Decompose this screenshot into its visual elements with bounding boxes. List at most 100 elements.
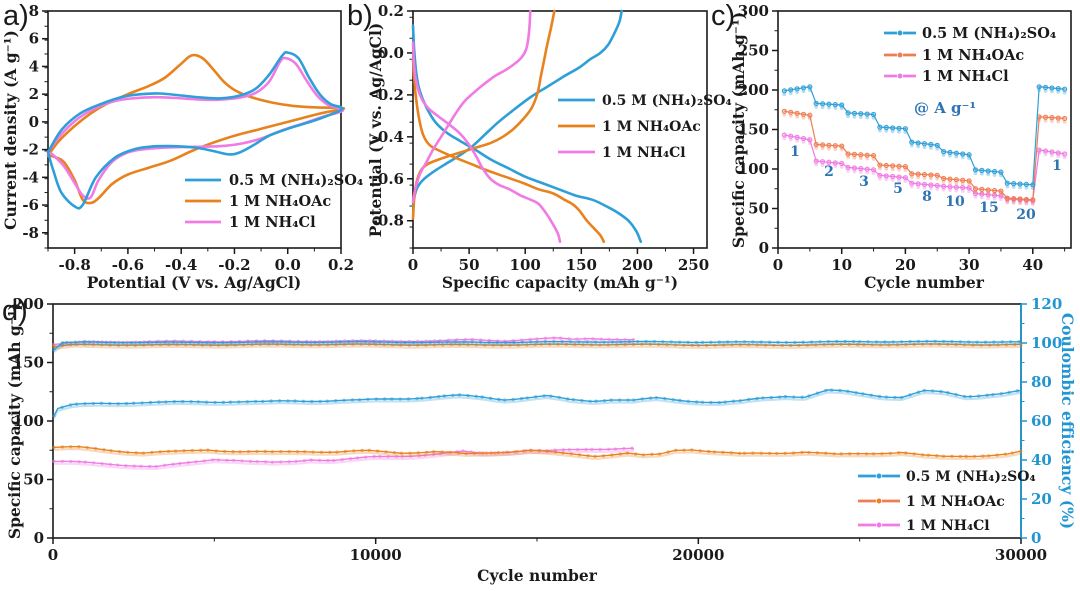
acetate-capacity-marker [399, 451, 404, 455]
sulfate-ce-marker [967, 340, 971, 344]
legend-label-acetate: 1 M NH₄OAc [602, 119, 701, 135]
acetate-capacity-marker [440, 450, 444, 454]
chloride-rate-shadow-marker [865, 170, 870, 175]
sulfate-capacity-marker [436, 394, 441, 399]
acetate-ce-marker [887, 343, 891, 347]
chloride-capacity-marker [613, 447, 618, 451]
chloride-rate-shadow-marker [1011, 200, 1016, 205]
acetate-ce-marker [878, 343, 883, 347]
sulfate-rate-shadow-marker [890, 129, 895, 134]
sulfate-rate-shadow-marker [1056, 90, 1061, 94]
y-tick-label: -0.2 [372, 86, 404, 104]
sulfate-capacity-marker [172, 399, 177, 404]
chloride-rate-shadow-marker [967, 189, 971, 194]
sulfate-rate-marker [883, 124, 889, 131]
sulfate-capacity-marker [671, 397, 675, 402]
x-tick-label: 150 [566, 256, 597, 274]
sulfate-rate-marker [864, 111, 870, 117]
acetate-capacity-marker [457, 451, 461, 455]
sulfate-ce-marker [857, 339, 862, 344]
chloride-rate-shadow-marker [890, 178, 895, 182]
chloride-capacity-marker [231, 458, 236, 463]
chloride-rate-shadow-marker [909, 184, 914, 189]
chloride-rate-shadow-marker [858, 170, 863, 174]
sulfate-capacity-marker [829, 388, 834, 392]
acetate-capacity-marker [1010, 451, 1014, 455]
legend-marker-sulfate [896, 29, 904, 37]
sulfate-capacity-marker [91, 401, 96, 406]
acetate-capacity-marker [102, 448, 106, 452]
chloride-capacity-marker [622, 446, 626, 451]
acetate-rate-marker [928, 172, 934, 178]
acetate-capacity-marker [214, 449, 218, 453]
acetate-ce-marker [351, 342, 355, 346]
chloride-rate-shadow-marker [948, 188, 952, 193]
chloride-rate-marker [794, 134, 800, 140]
sulfate-capacity-marker [908, 393, 912, 397]
acetate-ce-marker [309, 343, 313, 347]
sulfate-capacity-marker [884, 395, 889, 399]
sulfate-rate-shadow-marker [973, 171, 978, 176]
acetate-capacity-marker [601, 454, 606, 458]
sulfate-ce-marker [1000, 340, 1004, 344]
sulfate-capacity-marker [717, 400, 722, 405]
chloride-rate-shadow-marker [928, 186, 933, 191]
acetate-capacity-marker [424, 450, 429, 454]
chloride-capacity-marker [417, 454, 421, 458]
acetate-capacity-marker [335, 450, 339, 454]
chloride-rate-marker [877, 172, 883, 178]
chloride-capacity-marker [431, 452, 436, 457]
sulfate-capacity-marker [213, 400, 217, 405]
sulfate-capacity-marker [519, 396, 524, 401]
chloride-rate-marker [928, 182, 934, 188]
chloride-capacity-marker [340, 457, 344, 462]
acetate-ce-marker [474, 343, 479, 347]
acetate-ce-marker [317, 343, 321, 347]
chloride-capacity-marker [423, 453, 427, 458]
chloride-rate-shadow-marker [916, 185, 921, 190]
sulfate-ce-marker [759, 340, 763, 344]
acetate-ce-marker [141, 343, 146, 347]
sulfate-capacity-marker [678, 398, 682, 403]
sulfate-ce-marker [874, 340, 879, 344]
sulfate-ce-marker [363, 340, 368, 344]
acetate-capacity-marker [737, 451, 742, 456]
sulfate-capacity-marker [318, 399, 322, 404]
sulfate-ce-marker [784, 340, 789, 345]
chloride-rate-marker [781, 132, 787, 138]
sulfate-ce-marker [602, 340, 606, 344]
chloride-capacity-marker [590, 447, 594, 452]
chloride-capacity-marker [77, 460, 81, 464]
sulfate-rate-shadow-marker [916, 144, 921, 149]
legend-label-chloride: 1 M NH₄Cl [906, 518, 990, 534]
sulfate-capacity-marker [999, 391, 1004, 396]
sulfate-capacity-marker [68, 403, 73, 407]
chloride-ce-marker [552, 336, 556, 340]
y-tick-label: 200 [738, 81, 769, 99]
acetate-capacity-marker [880, 451, 884, 456]
sulfate-capacity-marker [580, 398, 584, 403]
acetate-ce-marker [539, 342, 543, 347]
legend-label-sulfate: 0.5 M (NH₄)₂SO₄ [602, 93, 732, 109]
acetate-ce-marker [556, 342, 560, 346]
chloride-capacity-marker [171, 462, 175, 466]
panel-a-letter: a) [3, 0, 29, 32]
acetate-capacity-marker [392, 450, 397, 455]
sulfate-capacity-marker [824, 388, 828, 393]
acetate-rate-marker [807, 112, 813, 118]
sulfate-ce-marker [121, 341, 125, 345]
acetate-ce-marker [125, 343, 129, 347]
acetate-rate-marker [826, 142, 832, 148]
sulfate-ce-marker [1008, 340, 1013, 344]
acetate-ce-shadow [53, 345, 1022, 351]
y-tick-label: 100 [13, 412, 44, 430]
chloride-capacity-marker [394, 454, 399, 459]
acetate-ce-marker [772, 343, 776, 347]
sulfate-rate-shadow-marker [782, 92, 787, 97]
chloride-rate-marker [941, 183, 947, 189]
sulfate-ce-marker [619, 340, 623, 344]
acetate-ce-marker [334, 342, 338, 347]
acetate-capacity-marker [117, 449, 122, 454]
sulfate-capacity-marker [366, 397, 370, 401]
chloride-capacity-marker [309, 458, 313, 462]
